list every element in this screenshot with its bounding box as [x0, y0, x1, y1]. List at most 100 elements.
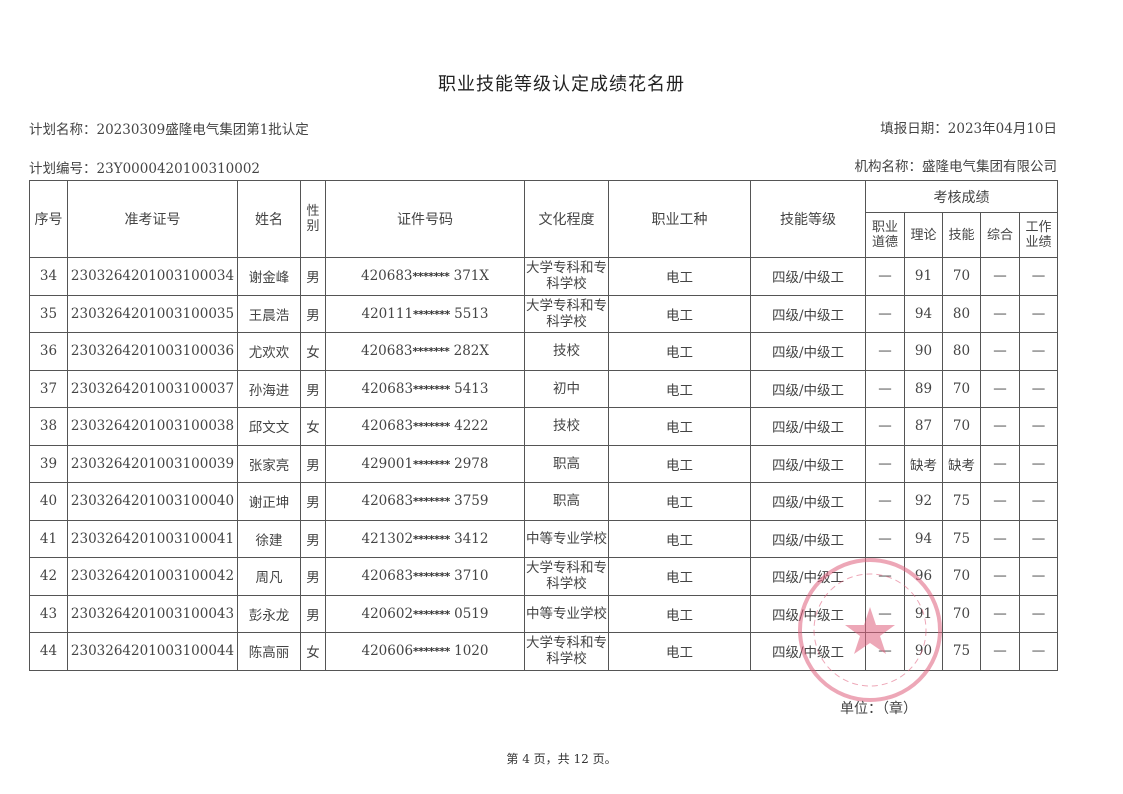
header-id-no: 证件号码 [325, 180, 525, 258]
cell-level: 四级/中级工 [750, 407, 866, 446]
cell-gender: 男 [300, 444, 326, 483]
cell-exam-no: 2303264201003100035 [67, 294, 238, 333]
cell-skill: 75 [942, 519, 981, 558]
cell-skill: 80 [942, 294, 981, 333]
cell-seq: 34 [29, 257, 68, 296]
cell-seq: 39 [29, 444, 68, 483]
cell-overall: — [980, 557, 1020, 596]
cell-gender: 男 [300, 519, 326, 558]
header-level: 技能等级 [750, 180, 866, 258]
cell-skill: 70 [942, 257, 981, 296]
cell-overall: — [980, 519, 1020, 558]
id-mask: ******* [413, 382, 450, 396]
cell-overall: — [980, 257, 1020, 296]
id-prefix: 420606 [361, 643, 414, 660]
id-suffix: 3759 [454, 493, 489, 510]
cell-gender: 女 [300, 407, 326, 446]
cell-occupation: 电工 [608, 332, 751, 371]
cell-occupation: 电工 [608, 444, 751, 483]
cell-theory: 91 [904, 594, 943, 633]
cell-theory: 89 [904, 369, 943, 408]
header-occupation: 职业工种 [608, 180, 751, 258]
table-row: 43 2303264201003100043 彭永龙男 420602******* 0… [29, 594, 1059, 633]
cell-id: 421302******* 3412 [325, 519, 525, 558]
cell-id: 420683******* 3759 [325, 482, 525, 521]
cell-occupation: 电工 [608, 482, 751, 521]
id-prefix: 420683 [360, 268, 413, 285]
table-row: 34 2303264201003100034 谢金峰男 420683******* 3… [29, 257, 1059, 296]
cell-level: 四级/中级工 [750, 594, 866, 633]
header-ethics: 职业道德 [865, 212, 905, 258]
cell-overall: — [980, 482, 1020, 521]
id-prefix: 429001 [361, 455, 414, 472]
cell-name: 尤欢欢 [237, 332, 301, 371]
cell-seq: 43 [29, 594, 68, 633]
cell-occupation: 电工 [608, 519, 751, 558]
cell-skill: 70 [942, 407, 981, 446]
cell-id: 429001******* 2978 [325, 444, 525, 483]
id-prefix: 420683 [361, 418, 414, 435]
cell-education: 技校 [524, 332, 609, 371]
cell-skill: 缺考 [942, 444, 981, 483]
cell-education: 初中 [524, 369, 609, 408]
id-mask: ******* [413, 457, 450, 471]
cell-occupation: 电工 [608, 369, 751, 408]
id-suffix: 4222 [454, 418, 489, 435]
id-mask: ******* [413, 420, 450, 434]
cell-skill: 70 [942, 594, 981, 633]
cell-theory: 96 [904, 557, 943, 596]
cell-work: — [1018, 519, 1059, 558]
cell-name: 周凡 [237, 557, 301, 596]
page-info: 第 4 页，共 12 页。 [506, 752, 617, 766]
cell-theory: 90 [904, 632, 943, 671]
cell-exam-no: 2303264201003100034 [67, 257, 238, 296]
cell-seq: 44 [29, 632, 68, 671]
cell-seq: 41 [29, 519, 68, 558]
table-row: 44 2303264201003100044 陈高丽女 420606******* 1… [29, 632, 1059, 671]
cell-gender: 男 [300, 482, 326, 521]
cell-ethics: — [865, 444, 905, 483]
id-suffix: 1020 [454, 643, 489, 660]
cell-theory: 94 [904, 294, 943, 333]
cell-level: 四级/中级工 [750, 632, 866, 671]
id-mask: ******* [413, 607, 450, 621]
id-suffix: 3412 [454, 530, 489, 547]
cell-exam-no: 2303264201003100038 [67, 407, 238, 446]
cell-level: 四级/中级工 [750, 257, 866, 296]
table-row: 42 2303264201003100042 周凡男 420683******* 37… [29, 557, 1059, 596]
id-mask: ******* [413, 532, 450, 546]
id-prefix: 420683 [361, 380, 414, 397]
id-prefix: 420683 [361, 493, 414, 510]
id-suffix: 282X [453, 343, 489, 360]
table-row: 36 2303264201003100036 尤欢欢女 420683******* 2… [29, 332, 1059, 371]
cell-seq: 35 [29, 294, 68, 333]
header-skill: 技能 [942, 212, 981, 258]
table-row: 40 2303264201003100040 谢正坤男 420683******* 3… [29, 482, 1059, 521]
cell-exam-no: 2303264201003100042 [67, 557, 238, 596]
header-overall: 综合 [980, 212, 1020, 258]
cell-exam-no: 2303264201003100039 [67, 444, 238, 483]
cell-occupation: 电工 [608, 257, 751, 296]
cell-exam-no: 2303264201003100037 [67, 369, 238, 408]
cell-seq: 38 [29, 407, 68, 446]
cell-education: 大学专科和专科学校 [524, 557, 609, 596]
id-suffix: 2978 [454, 455, 489, 472]
id-suffix: 0519 [454, 605, 489, 622]
cell-theory: 缺考 [904, 444, 943, 483]
cell-gender: 男 [300, 557, 326, 596]
cell-name: 王晨浩 [237, 294, 301, 333]
cell-education: 中等专业学校 [524, 594, 609, 633]
cell-gender: 男 [300, 257, 326, 296]
cell-occupation: 电工 [608, 294, 751, 333]
cell-id: 420606******* 1020 [325, 632, 525, 671]
table-row: 41 2303264201003100041 徐建男 421302******* 34… [29, 519, 1059, 558]
id-suffix: 5413 [454, 380, 489, 397]
cell-ethics: — [865, 294, 905, 333]
cell-occupation: 电工 [608, 557, 751, 596]
unit-stamp-label: 单位：（章） [840, 701, 917, 717]
cell-overall: — [980, 294, 1020, 333]
cell-name: 谢正坤 [237, 482, 301, 521]
header-name: 姓名 [237, 180, 301, 258]
cell-skill: 75 [942, 482, 981, 521]
cell-occupation: 电工 [608, 632, 751, 671]
